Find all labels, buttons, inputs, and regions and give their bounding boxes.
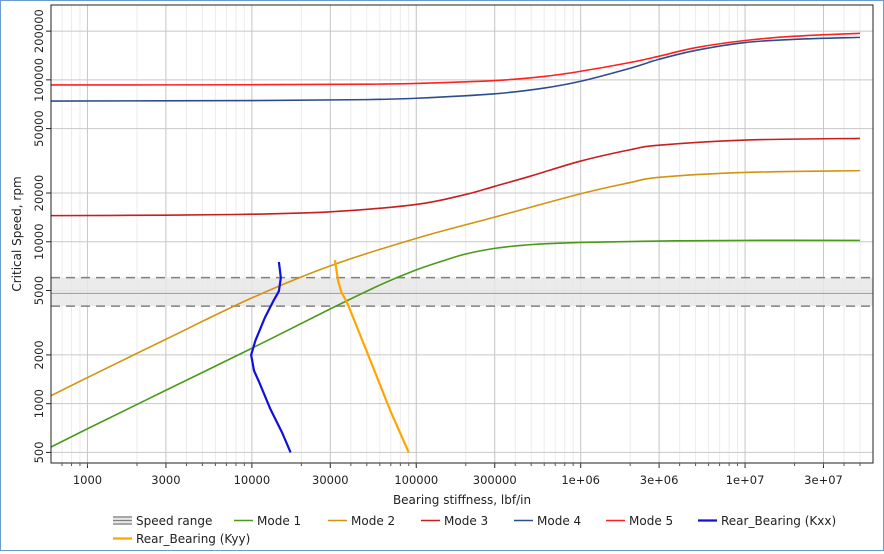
legend-label: Mode 3 (444, 514, 488, 528)
series-line-rear-bearing-kxx (250, 261, 292, 453)
series-line-mode-3 (50, 137, 860, 217)
y-tick-label: 200000 (32, 9, 46, 53)
gridlines (51, 5, 873, 463)
y-tick-label: 5000 (32, 276, 46, 305)
y-tick-label: 1000 (32, 389, 46, 418)
series-line-mode-4 (50, 36, 861, 102)
legend-label: Mode 5 (629, 514, 673, 528)
legend-label: Mode 2 (351, 514, 395, 528)
x-axis-ticks: 1000 3000 10000 30000 100000 300000 1e+06 3e+06… (61, 463, 861, 487)
series-lines (50, 32, 861, 453)
y-tick-label: 100000 (32, 58, 46, 102)
x-tick-label: 1000 (73, 473, 102, 487)
legend-label: Speed range (136, 514, 212, 528)
x-tick-label: 10000 (234, 473, 271, 487)
speed-range-fill (51, 277, 873, 307)
x-tick-label: 1e+06 (561, 473, 600, 487)
plot-area-border (50, 4, 874, 464)
y-tick-label: 20000 (32, 175, 46, 212)
y-tick-label: 50000 (32, 110, 46, 147)
x-tick-label: 3e+06 (640, 473, 679, 487)
x-tick-label: 3000 (151, 473, 180, 487)
legend: Speed range Mode 1 Mode 2 Mode 3 Mode 4 Mode … (113, 514, 836, 546)
x-tick-label: 100000 (394, 473, 438, 487)
y-axis-ticks: 500 1000 2000 5000 10000 20000 50000 100000 2000… (32, 9, 51, 463)
speed-range-band (51, 276, 873, 307)
legend-label: Mode 4 (537, 514, 581, 528)
x-tick-label: 30000 (312, 473, 349, 487)
series-line-rear-bearing-kyy (333, 259, 410, 453)
x-tick-label: 300000 (473, 473, 517, 487)
x-tick-label: 3e+07 (804, 473, 843, 487)
y-axis-label: Critical Speed, rpm (10, 176, 24, 291)
y-tick-label: 2000 (32, 340, 46, 369)
x-tick-label: 1e+07 (726, 473, 765, 487)
y-tick-label: 500 (32, 441, 46, 463)
x-axis-label: Bearing stiffness, lbf/in (393, 493, 531, 507)
y-tick-label: 10000 (32, 223, 46, 260)
series-line-mode-5 (50, 32, 861, 86)
legend-label: Rear_Bearing (Kyy) (136, 532, 250, 546)
legend-label: Rear_Bearing (Kxx) (721, 514, 836, 528)
legend-label: Mode 1 (257, 514, 301, 528)
series-line-mode-1 (50, 239, 860, 448)
series-line-mode-2 (50, 169, 860, 397)
